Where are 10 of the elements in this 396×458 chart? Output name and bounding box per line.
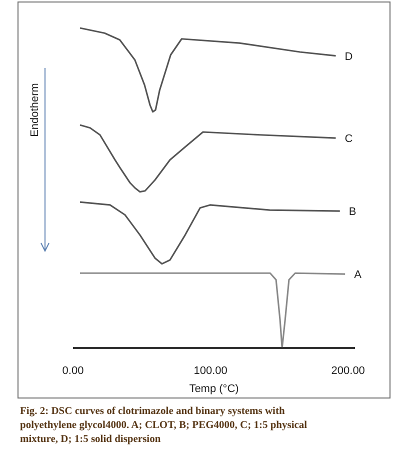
y-axis-title: Endotherm bbox=[29, 83, 41, 137]
series-label: C bbox=[344, 133, 353, 146]
series-label: D bbox=[344, 50, 353, 63]
series-label: A bbox=[354, 269, 362, 282]
x-tick-label: 0.00 bbox=[62, 365, 84, 377]
x-tick-label: 200.00 bbox=[331, 365, 365, 377]
series-label: B bbox=[348, 206, 356, 218]
x-axis-title: Temp (°C) bbox=[189, 383, 239, 395]
x-tick-label: 100.00 bbox=[194, 365, 228, 377]
caption: Fig. 2: DSC curves of clotrimazole and binary systems with polyethylene glycol4000. A; CLOT, B; PEG4000, C; 1:5 physical mixture, D; 1:5 solid dispersion bbox=[20, 406, 308, 445]
